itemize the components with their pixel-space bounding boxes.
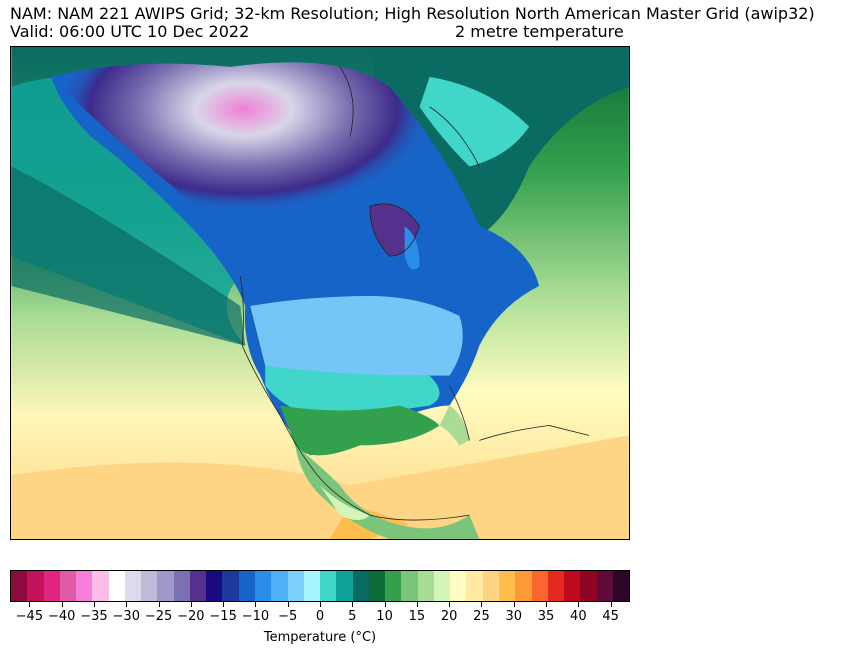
colorbar-segment <box>352 571 369 601</box>
colorbar-segment <box>498 571 516 601</box>
colorbar-tick <box>352 602 354 607</box>
colorbar-segment <box>450 571 467 601</box>
colorbar-segment <box>320 571 337 601</box>
colorbar-segment <box>564 571 581 601</box>
colorbar-tick-label: −5 <box>278 609 298 624</box>
colorbar-tick <box>513 602 515 607</box>
colorbar-tick <box>449 602 451 607</box>
colorbar-tick-label: 45 <box>602 609 619 624</box>
temperature-map <box>10 46 630 540</box>
colorbar-tick <box>416 602 418 607</box>
colorbar-segment <box>76 571 93 601</box>
colorbar-segment <box>124 571 142 601</box>
colorbar-segment <box>27 571 44 601</box>
colorbar-tick <box>223 602 225 607</box>
colorbar-tick <box>93 602 95 607</box>
colorbar-tick-label: −10 <box>241 609 270 624</box>
colorbar-segment <box>108 571 125 601</box>
colorbar-segment <box>238 571 255 601</box>
colorbar-tick-label: 15 <box>408 609 426 624</box>
colorbar-label: Temperature (°C) <box>263 630 377 645</box>
colorbar-segment <box>303 571 321 601</box>
colorbar-segment <box>157 571 174 601</box>
colorbar-segment <box>531 571 548 601</box>
colorbar-segment <box>11 571 28 601</box>
colorbar-tick-label: −40 <box>47 609 76 624</box>
colorbar-segment <box>385 571 402 601</box>
colorbar-tick <box>610 602 612 607</box>
colorbar-ticks: −45 −40 −35 −30 −25 −20 −15 −10 −5 0 5 10 15 20 25 30 35… <box>10 602 630 624</box>
colorbar-tick-label: −30 <box>112 609 140 624</box>
colorbar-tick <box>546 602 548 607</box>
colorbar-segment <box>401 571 418 601</box>
colorbar-tick <box>578 602 580 607</box>
colorbar-tick-label: −45 <box>15 609 44 624</box>
colorbar-segment <box>612 571 630 601</box>
variable-name: 2 metre temperature <box>455 22 624 41</box>
colorbar-tick <box>384 602 386 607</box>
colorbar-segment <box>596 571 613 601</box>
colorbar-segment <box>580 571 597 601</box>
colorbar-tick-label: 30 <box>505 609 523 624</box>
colorbar-segment <box>433 571 451 601</box>
colorbar-segment <box>92 571 109 601</box>
colorbar-segment <box>336 571 353 601</box>
colorbar-tick-label: 25 <box>473 609 490 624</box>
colorbar-tick-label: −25 <box>144 609 173 624</box>
colorbar-tick <box>320 602 321 607</box>
colorbar-segment <box>141 571 158 601</box>
colorbar-segment <box>417 571 434 601</box>
colorbar-tick-label: 10 <box>376 609 393 624</box>
colorbar-tick-label: −35 <box>80 609 108 624</box>
colorbar-segment <box>254 571 272 601</box>
colorbar-segment <box>43 571 60 601</box>
colorbar-tick <box>190 602 192 607</box>
valid-time: Valid: 06:00 UTC 10 Dec 2022 <box>10 22 250 41</box>
colorbar-tick <box>126 602 128 607</box>
colorbar-tick-label: 5 <box>348 609 357 624</box>
colorbar-segment <box>368 571 386 601</box>
colorbar-segment <box>271 571 288 601</box>
colorbar-tick <box>158 602 160 607</box>
colorbar-tick <box>287 602 289 607</box>
colorbar <box>10 570 630 602</box>
colorbar-tick <box>29 602 31 607</box>
colorbar-segment <box>515 571 532 601</box>
colorbar-segment <box>173 571 190 601</box>
colorbar-segment <box>189 571 207 601</box>
chart-title: NAM: NAM 221 AWIPS Grid; 32-km Resolutio… <box>10 4 815 23</box>
colorbar-tick-label: −15 <box>209 609 237 624</box>
colorbar-segment <box>59 571 77 601</box>
colorbar-segment <box>547 571 565 601</box>
colorbar-tick-label: 40 <box>570 609 587 624</box>
colorbar-segment <box>222 571 239 601</box>
colorbar-tick-label: 0 <box>315 609 325 624</box>
colorbar-tick <box>481 602 483 607</box>
colorbar-segment <box>482 571 499 601</box>
colorbar-tick-label: 35 <box>537 609 555 624</box>
colorbar-tick <box>61 602 63 607</box>
colorbar-segment <box>466 571 483 601</box>
colorbar-segment <box>287 571 304 601</box>
colorbar-segment <box>206 571 223 601</box>
map-canvas <box>11 47 629 539</box>
colorbar-tick <box>255 602 257 607</box>
colorbar-tick-label: −20 <box>177 609 205 624</box>
colorbar-tick-label: 20 <box>440 609 458 624</box>
